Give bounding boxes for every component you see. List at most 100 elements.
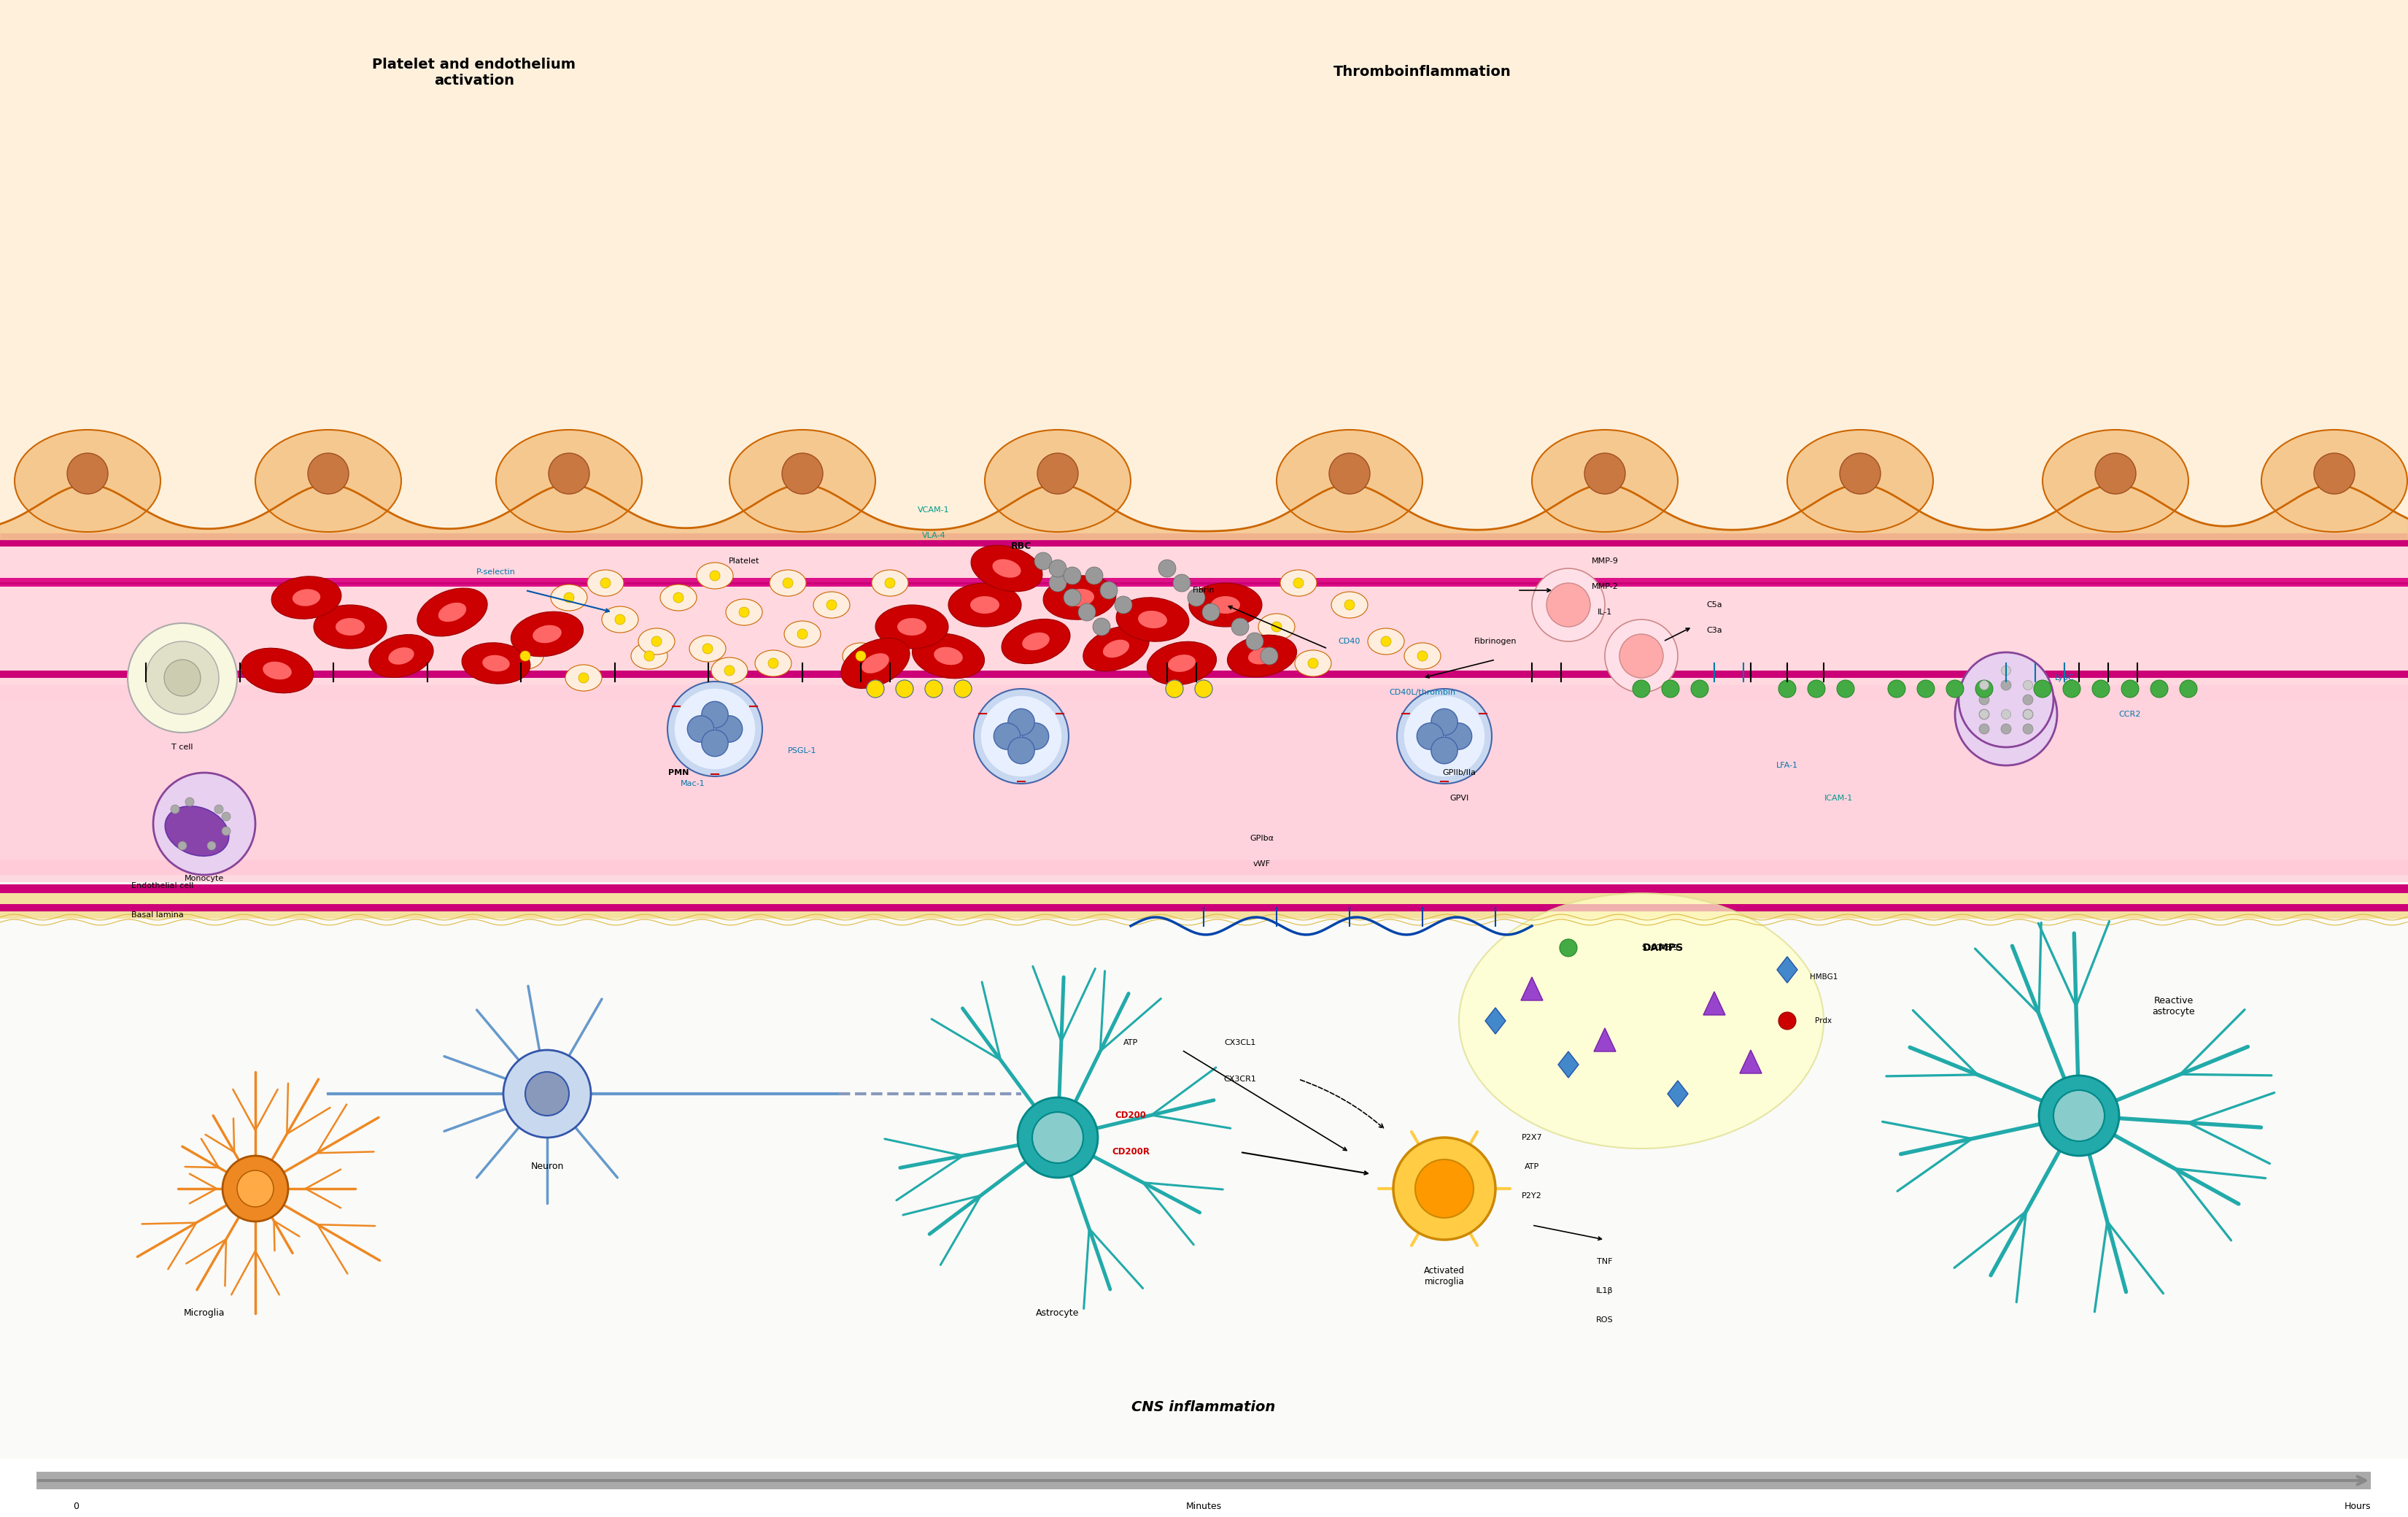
Circle shape bbox=[1531, 569, 1604, 642]
Circle shape bbox=[1158, 560, 1175, 576]
Circle shape bbox=[1958, 652, 2054, 748]
Circle shape bbox=[1035, 552, 1052, 570]
Bar bbox=[0, 860, 2408, 897]
Circle shape bbox=[1975, 680, 1994, 698]
Text: C3a: C3a bbox=[1707, 627, 1722, 634]
Circle shape bbox=[1808, 680, 1825, 698]
Circle shape bbox=[2001, 724, 2011, 734]
Circle shape bbox=[185, 798, 195, 807]
Circle shape bbox=[1009, 737, 1035, 763]
Circle shape bbox=[1115, 596, 1132, 614]
Text: MMP-9: MMP-9 bbox=[1592, 557, 1618, 564]
Circle shape bbox=[1560, 939, 1577, 957]
Ellipse shape bbox=[934, 646, 963, 664]
Text: P2X7: P2X7 bbox=[1522, 1133, 1544, 1141]
Ellipse shape bbox=[843, 643, 879, 669]
Circle shape bbox=[1230, 617, 1250, 636]
Circle shape bbox=[1979, 695, 1989, 705]
Circle shape bbox=[1979, 724, 1989, 734]
Ellipse shape bbox=[1332, 592, 1368, 617]
Circle shape bbox=[1165, 680, 1182, 698]
Circle shape bbox=[154, 772, 255, 875]
Bar bbox=[0, 884, 2408, 894]
Circle shape bbox=[797, 630, 807, 639]
Circle shape bbox=[2040, 1076, 2119, 1156]
Ellipse shape bbox=[566, 664, 602, 692]
Circle shape bbox=[1194, 680, 1211, 698]
Text: CD40: CD40 bbox=[1339, 637, 1361, 645]
Circle shape bbox=[1584, 454, 1625, 495]
Circle shape bbox=[1187, 589, 1204, 607]
Circle shape bbox=[578, 672, 588, 683]
Ellipse shape bbox=[1002, 619, 1069, 664]
Polygon shape bbox=[1558, 1051, 1580, 1077]
Circle shape bbox=[674, 593, 684, 602]
Text: Mac-1: Mac-1 bbox=[681, 780, 706, 787]
Bar bbox=[0, 578, 2408, 587]
Circle shape bbox=[525, 1073, 568, 1115]
Circle shape bbox=[67, 454, 108, 495]
Ellipse shape bbox=[1043, 575, 1115, 619]
Circle shape bbox=[855, 651, 867, 661]
Circle shape bbox=[1397, 689, 1493, 784]
Circle shape bbox=[1023, 724, 1050, 749]
Text: ATP: ATP bbox=[1524, 1164, 1539, 1171]
Circle shape bbox=[222, 827, 231, 836]
Circle shape bbox=[674, 689, 756, 769]
Ellipse shape bbox=[970, 545, 1043, 592]
Circle shape bbox=[600, 578, 612, 589]
Circle shape bbox=[1050, 560, 1067, 576]
Ellipse shape bbox=[1459, 894, 1823, 1148]
Text: Platelet: Platelet bbox=[730, 557, 759, 564]
Circle shape bbox=[2023, 710, 2032, 719]
Bar bbox=[0, 894, 2408, 919]
Circle shape bbox=[1837, 680, 1854, 698]
Circle shape bbox=[1604, 619, 1678, 692]
Circle shape bbox=[1888, 680, 1905, 698]
Ellipse shape bbox=[482, 655, 510, 672]
Ellipse shape bbox=[756, 651, 792, 677]
Circle shape bbox=[995, 724, 1021, 749]
Text: P-selectin: P-selectin bbox=[477, 569, 515, 576]
Circle shape bbox=[667, 681, 763, 777]
Ellipse shape bbox=[898, 617, 927, 636]
Ellipse shape bbox=[992, 560, 1021, 578]
Ellipse shape bbox=[638, 628, 674, 654]
Circle shape bbox=[2150, 680, 2167, 698]
Text: Activated
microglia: Activated microglia bbox=[1423, 1267, 1464, 1286]
Ellipse shape bbox=[730, 429, 877, 532]
Circle shape bbox=[2023, 695, 2032, 705]
Circle shape bbox=[1418, 651, 1428, 661]
Ellipse shape bbox=[1021, 633, 1050, 651]
Ellipse shape bbox=[1259, 614, 1296, 640]
Ellipse shape bbox=[1404, 643, 1440, 669]
Circle shape bbox=[1404, 696, 1486, 777]
Text: Hours: Hours bbox=[2343, 1502, 2372, 1511]
Text: Neuron: Neuron bbox=[530, 1162, 563, 1171]
Circle shape bbox=[1394, 1138, 1495, 1239]
Ellipse shape bbox=[1084, 627, 1149, 671]
Polygon shape bbox=[1777, 957, 1796, 983]
Text: ROS: ROS bbox=[1597, 1317, 1613, 1324]
Circle shape bbox=[1064, 589, 1081, 607]
Text: CX3CR1: CX3CR1 bbox=[1223, 1076, 1257, 1083]
Ellipse shape bbox=[1276, 429, 1423, 532]
Circle shape bbox=[308, 454, 349, 495]
Text: GPIIb/IIa: GPIIb/IIa bbox=[1442, 769, 1476, 777]
Circle shape bbox=[2179, 680, 2196, 698]
Ellipse shape bbox=[602, 607, 638, 633]
Circle shape bbox=[1038, 454, 1079, 495]
Circle shape bbox=[1329, 454, 1370, 495]
Bar bbox=[0, 699, 2408, 860]
Text: Minutes: Minutes bbox=[1185, 1502, 1221, 1511]
Circle shape bbox=[980, 696, 1062, 777]
Text: Astrocyte: Astrocyte bbox=[1035, 1308, 1079, 1317]
Circle shape bbox=[739, 607, 749, 617]
Bar bbox=[0, 532, 2408, 699]
Ellipse shape bbox=[438, 602, 467, 622]
Bar bbox=[36, 1471, 2372, 1490]
Circle shape bbox=[614, 614, 626, 625]
Circle shape bbox=[896, 680, 913, 698]
Circle shape bbox=[1100, 581, 1117, 599]
Circle shape bbox=[1086, 567, 1103, 584]
